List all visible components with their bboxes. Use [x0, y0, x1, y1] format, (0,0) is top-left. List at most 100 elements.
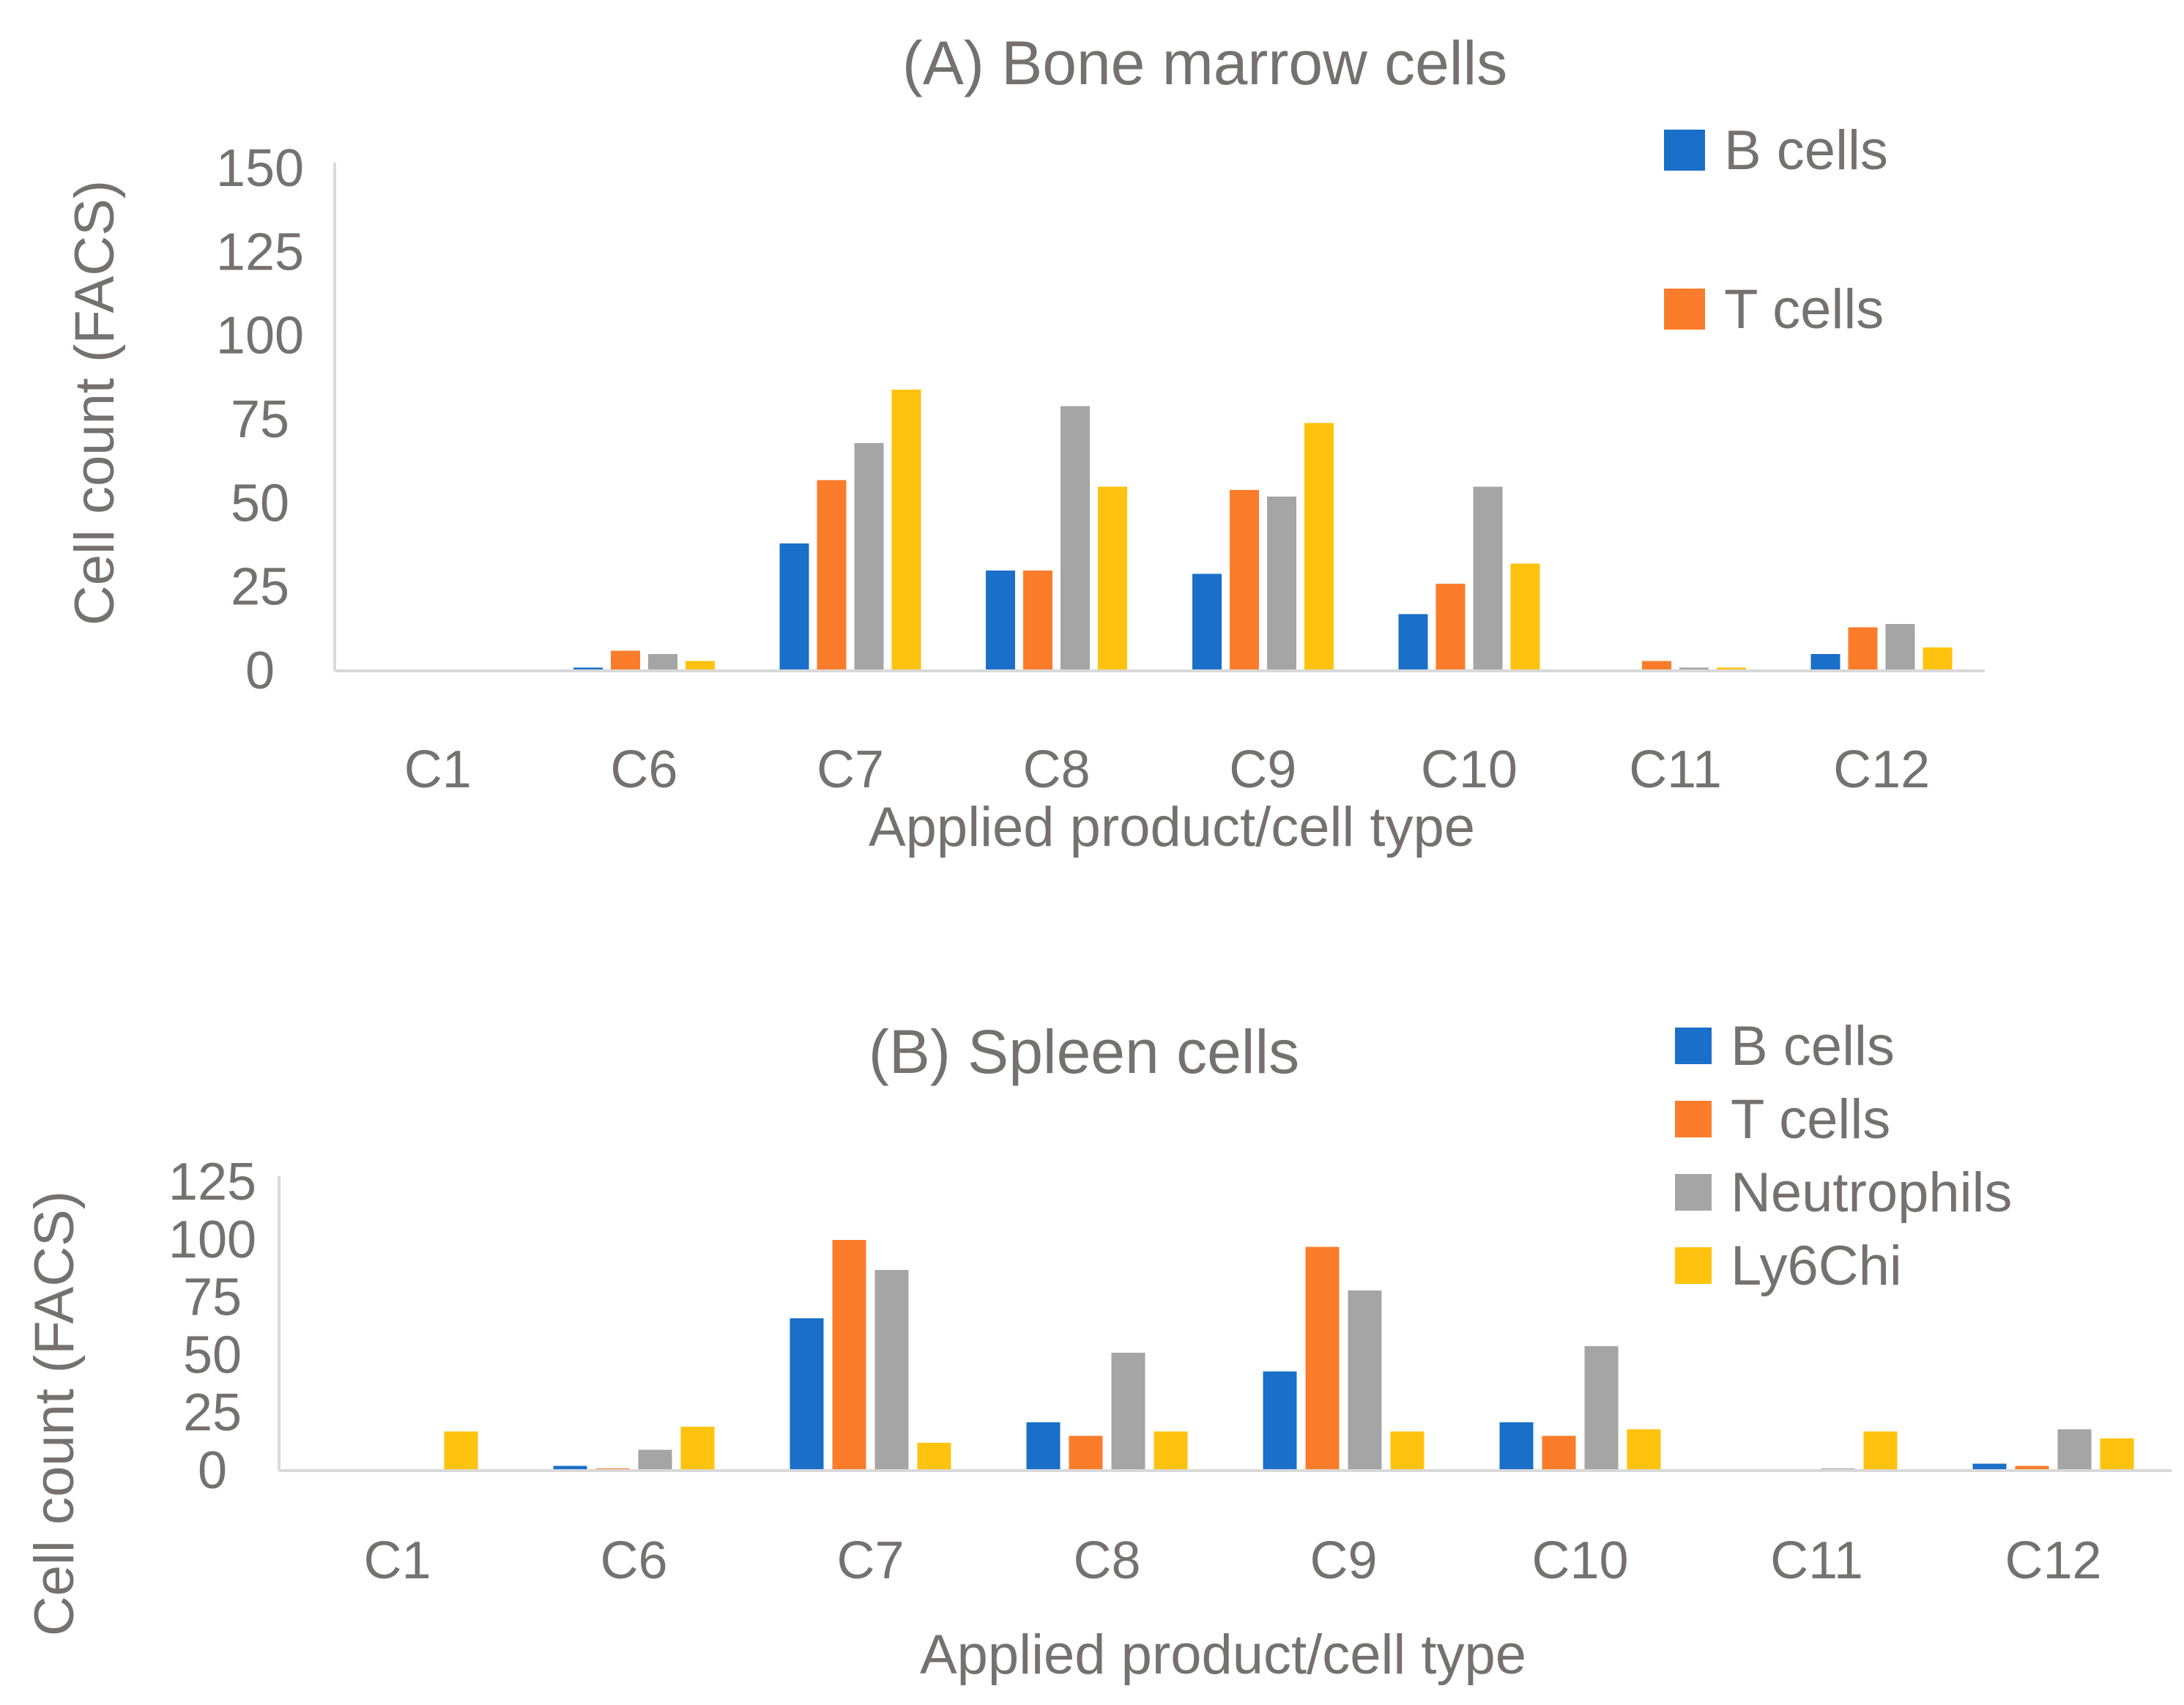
y-tick-label: 0 [198, 1441, 227, 1500]
bar-ly6chi-c8 [1154, 1431, 1188, 1471]
legend-label: T cells [1731, 1088, 1890, 1151]
y-tick-label: 150 [216, 139, 304, 198]
legend-label: Neutrophils [1731, 1162, 2012, 1224]
bar-b-cells-c10 [1499, 1422, 1534, 1471]
chart-title: (A) Bone marrow cells [902, 29, 1507, 97]
x-tick-label: C9 [1229, 740, 1296, 799]
bar-neutrophils-c6 [638, 1449, 672, 1471]
x-tick-label: C1 [404, 740, 472, 799]
bar-t-cells-c7 [817, 480, 847, 671]
legend-swatch [1675, 1028, 1712, 1064]
bar-b-cells-c6 [553, 1466, 587, 1471]
legend-swatch [1675, 1101, 1712, 1137]
bar-ly6chi-c11 [1717, 667, 1747, 671]
x-tick-label: C6 [610, 740, 677, 799]
bar-t-cells-c6 [610, 650, 640, 671]
bar-ly6chi-c9 [1390, 1431, 1425, 1471]
legend-label: B cells [1724, 119, 1888, 182]
bar-t-cells-c9 [1305, 1247, 1340, 1471]
x-tick-label: C7 [836, 1531, 904, 1590]
bar-neutrophils-c7 [874, 1269, 909, 1471]
bar-b-cells-c6 [573, 667, 603, 671]
bar-neutrophils-c9 [1348, 1290, 1382, 1471]
bar-b-cells-c8 [1026, 1422, 1061, 1471]
x-axis-title: Applied product/cell type [920, 1624, 1526, 1686]
legend-swatch [1675, 1247, 1712, 1284]
bar-b-cells-c7 [779, 543, 809, 671]
chart-title: (B) Spleen cells [869, 1017, 1299, 1086]
bar-t-cells-c10 [1435, 584, 1466, 671]
y-tick-label: 125 [216, 223, 304, 281]
bar-t-cells-c12 [2015, 1466, 2049, 1471]
y-tick-label: 100 [216, 307, 304, 365]
bar-ly6chi-c11 [1863, 1431, 1898, 1471]
bar-t-cells-c10 [1542, 1435, 1576, 1471]
bar-b-cells-c7 [790, 1318, 824, 1471]
x-tick-label: C10 [1531, 1531, 1628, 1590]
bar-t-cells-c11 [1642, 661, 1672, 671]
bar-t-cells-c12 [1848, 627, 1878, 671]
bar-b-cells-c9 [1192, 573, 1222, 671]
bar-ly6chi-c6 [680, 1427, 715, 1471]
chart-bone-marrow: (A) Bone marrow cells Cell count (FACS) … [64, 29, 1985, 858]
bar-ly6chi-c12 [1923, 647, 1953, 671]
y-tick-label: 75 [231, 390, 289, 449]
y-tick-label: 50 [231, 474, 289, 532]
y-tick-label: 125 [168, 1153, 256, 1211]
bar-neutrophils-c12 [2057, 1429, 2092, 1471]
x-axis-title: Applied product/cell type [869, 796, 1475, 858]
bar-neutrophils-c10 [1473, 486, 1503, 671]
y-tick-label: 0 [245, 642, 275, 700]
bar-t-cells-c7 [832, 1239, 866, 1471]
bar-t-cells-c9 [1229, 490, 1259, 671]
bar-neutrophils-c11 [1679, 667, 1709, 671]
bar-neutrophils-c6 [647, 654, 677, 671]
x-tick-label: C8 [1073, 1531, 1140, 1590]
x-tick-label: C10 [1421, 740, 1518, 799]
bar-ly6chi-c10 [1627, 1429, 1661, 1471]
legend-swatch [1664, 130, 1705, 171]
y-tick-label: 25 [183, 1383, 242, 1442]
bar-ly6chi-c7 [891, 389, 921, 671]
y-tick-label: 75 [183, 1268, 242, 1327]
x-tick-label: C8 [1023, 740, 1091, 799]
y-tick-label: 50 [183, 1326, 242, 1384]
bar-neutrophils-c8 [1111, 1353, 1145, 1471]
x-tick-label: C9 [1310, 1531, 1377, 1590]
bar-b-cells-c10 [1398, 614, 1428, 671]
bar-ly6chi-c8 [1098, 486, 1128, 671]
bar-b-cells-c9 [1263, 1371, 1297, 1471]
x-tick-label: C12 [1833, 740, 1930, 799]
x-tick-label: C12 [2005, 1531, 2101, 1590]
plot-area: 0 25 50 75 100 125 150 C1 C6 C7 C8 C9 C10 C11 C12 [216, 139, 1985, 799]
legend: B cells T cells [1664, 119, 1888, 341]
bar-neutrophils-c7 [854, 443, 884, 671]
bar-ly6chi-c12 [2100, 1438, 2134, 1471]
bar-b-cells-c12 [1972, 1463, 2007, 1471]
bar-neutrophils-c8 [1061, 406, 1091, 671]
legend-label: T cells [1724, 278, 1884, 341]
bar-neutrophils-c10 [1584, 1345, 1619, 1471]
x-tick-label: C11 [1629, 740, 1722, 799]
bar-t-cells-c8 [1069, 1435, 1103, 1471]
legend-label: Ly6Chi [1731, 1235, 1902, 1297]
x-tick-label: C1 [363, 1531, 431, 1590]
legend-swatch [1664, 289, 1705, 330]
bar-ly6chi-c6 [685, 661, 715, 671]
x-tick-label: C11 [1770, 1531, 1863, 1590]
y-tick-label: 100 [168, 1211, 256, 1269]
legend: B cells T cells Neutrophils Ly6Chi [1675, 1015, 2012, 1297]
bar-t-cells-c8 [1023, 570, 1053, 671]
bar-ly6chi-c1 [444, 1431, 478, 1471]
bar-ly6chi-c10 [1510, 563, 1540, 671]
legend-swatch [1675, 1174, 1712, 1211]
bar-neutrophils-c9 [1266, 497, 1296, 671]
bar-neutrophils-c12 [1885, 623, 1915, 671]
y-axis-title: Cell count (FACS) [23, 1191, 86, 1636]
x-tick-label: C7 [817, 740, 884, 799]
bar-ly6chi-c9 [1304, 423, 1334, 671]
y-tick-label: 25 [231, 558, 289, 617]
x-tick-label: C6 [600, 1531, 667, 1590]
